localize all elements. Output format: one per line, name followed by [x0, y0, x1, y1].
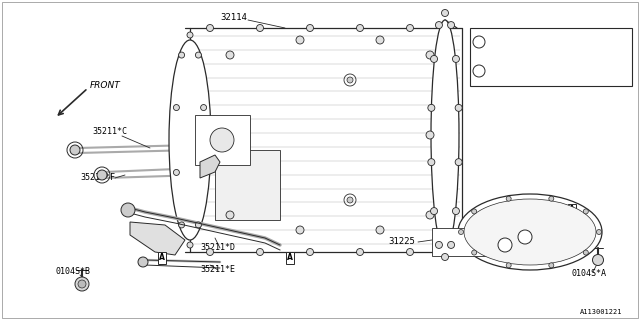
Circle shape	[210, 128, 234, 152]
Circle shape	[442, 10, 449, 17]
Polygon shape	[200, 155, 220, 178]
Bar	[185, 28, 462, 252]
Circle shape	[406, 249, 413, 255]
Circle shape	[97, 170, 107, 180]
Circle shape	[506, 196, 511, 201]
Circle shape	[518, 230, 532, 244]
Circle shape	[200, 170, 207, 175]
Circle shape	[347, 77, 353, 83]
Bar	[432, 228, 490, 256]
Circle shape	[596, 229, 602, 235]
Text: D91608 (-0711): D91608 (-0711)	[491, 60, 556, 69]
Ellipse shape	[431, 20, 459, 250]
Circle shape	[506, 263, 511, 268]
Text: 0104S*B: 0104S*B	[55, 268, 90, 276]
Circle shape	[179, 222, 184, 228]
Circle shape	[549, 196, 554, 201]
Text: 1: 1	[503, 243, 507, 247]
Circle shape	[458, 229, 463, 235]
Circle shape	[426, 211, 434, 219]
Circle shape	[447, 21, 454, 28]
Circle shape	[455, 104, 462, 111]
Text: 35211*D: 35211*D	[200, 244, 235, 252]
Ellipse shape	[464, 199, 596, 265]
Circle shape	[435, 241, 442, 248]
Text: 31225: 31225	[388, 237, 415, 246]
Text: FRONT: FRONT	[90, 81, 121, 90]
Circle shape	[376, 36, 384, 44]
Circle shape	[138, 257, 148, 267]
Text: 2: 2	[477, 68, 481, 74]
Polygon shape	[130, 222, 185, 255]
Circle shape	[307, 25, 314, 31]
Circle shape	[207, 25, 214, 31]
Circle shape	[426, 131, 434, 139]
Circle shape	[447, 241, 454, 248]
Text: 35211*F: 35211*F	[80, 173, 115, 182]
Circle shape	[426, 51, 434, 59]
Circle shape	[356, 25, 364, 31]
Text: A: A	[159, 253, 165, 262]
Circle shape	[173, 105, 179, 110]
Circle shape	[296, 36, 304, 44]
Circle shape	[472, 250, 477, 255]
Circle shape	[257, 249, 264, 255]
Circle shape	[257, 25, 264, 31]
Circle shape	[452, 208, 460, 215]
Circle shape	[452, 55, 460, 62]
Circle shape	[187, 32, 193, 38]
Text: 32195 (-0711): 32195 (-0711)	[491, 33, 551, 42]
Circle shape	[226, 51, 234, 59]
Circle shape	[121, 203, 135, 217]
Circle shape	[195, 222, 202, 228]
Circle shape	[428, 159, 435, 166]
Text: 0104S*A: 0104S*A	[572, 269, 607, 278]
Circle shape	[406, 25, 413, 31]
Ellipse shape	[458, 194, 602, 270]
Text: A: A	[569, 205, 575, 214]
Circle shape	[307, 249, 314, 255]
Text: D91806 (0711-): D91806 (0711-)	[491, 74, 556, 83]
Text: 32114: 32114	[220, 13, 247, 22]
Circle shape	[226, 211, 234, 219]
Text: H01806 (0711-): H01806 (0711-)	[491, 45, 556, 54]
Circle shape	[376, 226, 384, 234]
Circle shape	[472, 209, 477, 214]
Text: A113001221: A113001221	[580, 309, 623, 315]
Text: 35211*E: 35211*E	[200, 266, 235, 275]
Circle shape	[179, 52, 184, 58]
Circle shape	[583, 209, 588, 214]
Bar	[195, 115, 250, 165]
Circle shape	[78, 280, 86, 288]
Circle shape	[442, 253, 449, 260]
Circle shape	[431, 55, 438, 62]
Circle shape	[173, 170, 179, 175]
Circle shape	[435, 21, 442, 28]
Text: A: A	[287, 253, 293, 262]
Text: 35211*C: 35211*C	[92, 127, 127, 137]
Text: 2: 2	[523, 235, 527, 239]
Circle shape	[296, 226, 304, 234]
Circle shape	[455, 159, 462, 166]
Circle shape	[226, 131, 234, 139]
Circle shape	[347, 197, 353, 203]
Text: 1: 1	[477, 39, 481, 44]
Ellipse shape	[169, 40, 211, 240]
Circle shape	[200, 105, 207, 110]
Circle shape	[549, 263, 554, 268]
Circle shape	[583, 250, 588, 255]
Circle shape	[431, 208, 438, 215]
Circle shape	[207, 249, 214, 255]
Circle shape	[195, 52, 202, 58]
Circle shape	[428, 104, 435, 111]
Bar	[470, 28, 632, 86]
Circle shape	[356, 249, 364, 255]
Circle shape	[70, 145, 80, 155]
Circle shape	[75, 277, 89, 291]
Circle shape	[593, 254, 604, 266]
Bar	[215, 150, 280, 220]
Circle shape	[498, 238, 512, 252]
Circle shape	[187, 242, 193, 248]
